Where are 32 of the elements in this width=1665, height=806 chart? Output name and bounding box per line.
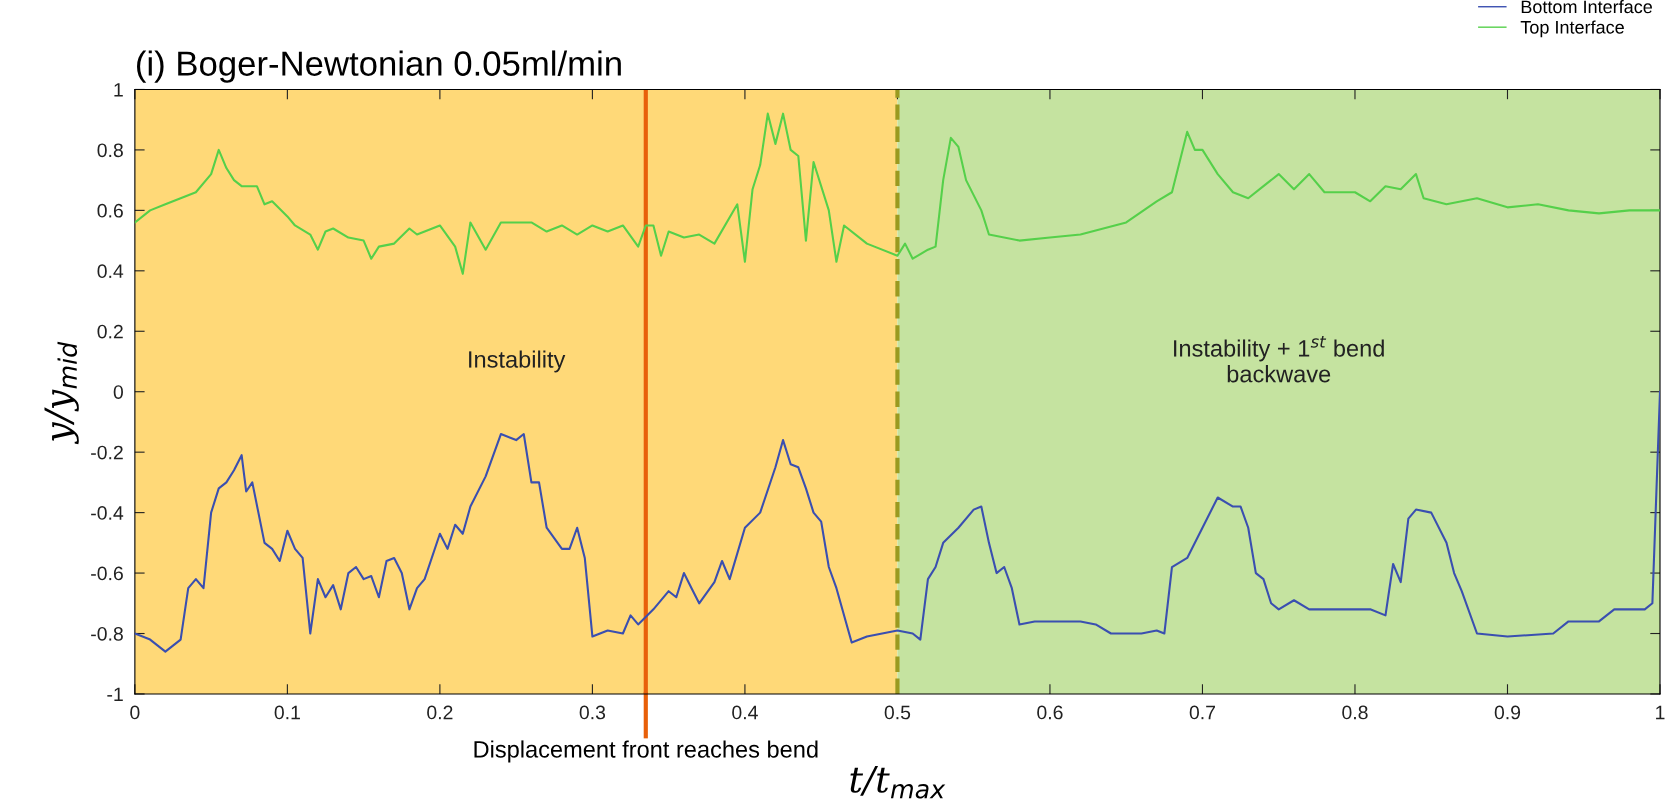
- band-label: Instability: [469, 350, 566, 373]
- x-tick-label: 0.3: [579, 705, 606, 720]
- line-series: [134, 390, 1660, 653]
- legend-label: Top Interface: [1520, 20, 1624, 38]
- y-tick-label: 0.8: [97, 143, 123, 158]
- y-tick-label: -0.4: [91, 506, 124, 520]
- y-tick-label: -0.2: [91, 445, 123, 460]
- x-tick-label: 0.2: [427, 705, 453, 720]
- x-tick-label: 0.1: [274, 705, 300, 720]
- x-tick-label: 0: [130, 705, 140, 720]
- x-tick-label: 0.6: [1037, 705, 1063, 720]
- y-tick-label: 0.6: [97, 203, 123, 218]
- y-tick-label: -0.8: [91, 626, 123, 641]
- x-axis-title: t/t$_{max}$: [850, 765, 946, 799]
- y-tick-label: 0.4: [97, 264, 124, 279]
- line-series: [134, 112, 1660, 275]
- chart-title: (i) Boger-Newtonian 0.05ml/min: [137, 50, 621, 83]
- y-tick-label: -0.6: [91, 566, 123, 581]
- x-tick-label: 0.7: [1189, 705, 1215, 720]
- y-tick-label: 0.2: [97, 324, 123, 339]
- y-axis-title: y/y$_{mid}$: [44, 341, 79, 445]
- x-tick-label: 0.5: [884, 705, 911, 720]
- legend-label: Bottom Interface: [1521, 0, 1652, 14]
- x-tick-label: 0.9: [1494, 705, 1521, 720]
- band-label: Instability + 1$^{st}$ bend backwave: [1174, 335, 1384, 383]
- y-tick-label: 0: [113, 385, 123, 399]
- ref-line-label: Displacement front reaches bend: [474, 740, 818, 763]
- x-tick-label: 0.8: [1342, 705, 1368, 720]
- y-tick-label: 1: [114, 83, 123, 97]
- x-tick-label: 1: [1656, 705, 1665, 720]
- y-tick-label: -1: [107, 687, 123, 702]
- x-tick-label: 0.4: [732, 705, 758, 720]
